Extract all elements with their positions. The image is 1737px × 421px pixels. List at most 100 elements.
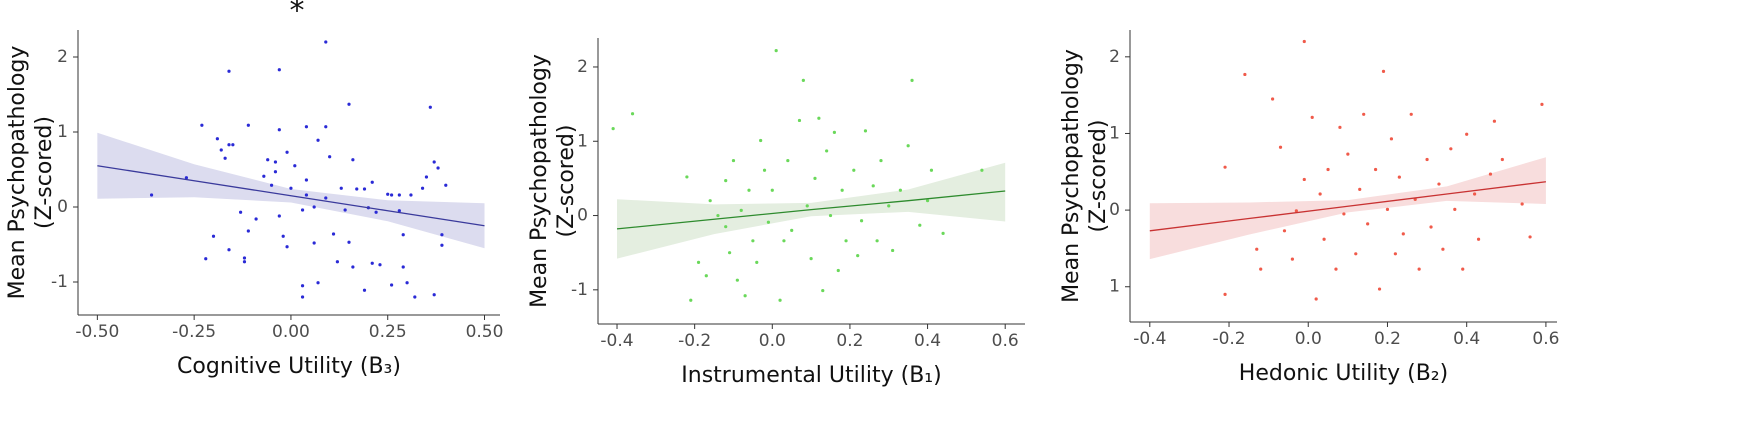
data-point [289, 186, 293, 190]
data-point [918, 223, 922, 227]
panel: -1 0 1 2 -0.4 -0.2 0.0 0.2 0.4 0.6 Instrumental Ut… [527, 38, 1025, 388]
data-point [273, 170, 278, 174]
data-point [809, 257, 813, 261]
data-point [813, 176, 817, 180]
data-point [347, 240, 351, 244]
data-point [1358, 187, 1362, 192]
y-tick-label: 2 [1109, 47, 1120, 67]
data-point [281, 234, 285, 238]
data-point [782, 239, 786, 243]
data-point [219, 148, 223, 152]
data-point [836, 268, 840, 273]
data-point [389, 283, 394, 287]
data-point [1520, 202, 1524, 206]
data-point [1338, 125, 1342, 129]
regression-line [1149, 181, 1546, 232]
data-point [1500, 157, 1504, 162]
data-point [731, 158, 736, 163]
data-point [805, 204, 809, 208]
data-point [231, 143, 235, 147]
data-point [401, 265, 405, 269]
data-point [1270, 97, 1275, 101]
data-point [227, 69, 231, 73]
data-point [324, 40, 328, 44]
data-point [704, 274, 708, 278]
x-axis-label: Cognitive Utility (B₃) [177, 354, 401, 379]
data-point [277, 128, 281, 132]
x-tick-label: 0.0 [759, 331, 786, 351]
data-point [242, 260, 247, 264]
data-point [875, 239, 879, 243]
data-point [312, 205, 316, 209]
data-point [941, 231, 945, 235]
data-point [300, 295, 305, 299]
data-point [825, 149, 829, 153]
data-point [887, 204, 891, 208]
data-point [254, 217, 258, 221]
data-point [821, 288, 825, 293]
data-point [1302, 39, 1306, 44]
data-point [1393, 252, 1397, 256]
data-point [1346, 152, 1350, 156]
data-point [891, 248, 895, 253]
x-tick-label: -0.2 [678, 331, 711, 351]
data-point [790, 228, 794, 232]
data-point [1223, 165, 1227, 169]
y-axis-label: (Z-scored) [554, 125, 579, 238]
data-point [293, 164, 297, 168]
data-point [184, 176, 189, 180]
data-point [739, 208, 743, 212]
data-point [727, 251, 732, 255]
x-tick-label: -0.4 [1133, 329, 1166, 349]
data-point [1354, 252, 1358, 256]
data-point [331, 232, 336, 236]
data-point [339, 186, 343, 190]
x-tick-label: 0.2 [836, 331, 863, 351]
data-point [328, 155, 332, 159]
data-point [355, 187, 359, 191]
x-tick-label: 0.4 [1453, 329, 1480, 349]
data-point [204, 257, 208, 261]
y-tick-label: 0 [577, 206, 588, 226]
data-point [871, 184, 875, 188]
data-point [689, 298, 693, 302]
data-point [817, 116, 821, 120]
data-point [223, 156, 227, 160]
data-point [1437, 182, 1441, 186]
data-point [432, 160, 436, 164]
data-point [778, 298, 782, 302]
data-point [844, 239, 848, 243]
regression-line [97, 165, 485, 227]
data-point [1362, 112, 1366, 116]
panel: 1 0 1 2 -0.4 -0.2 0.0 0.2 0.4 0.6 Hedonic Utility … [1059, 30, 1559, 386]
x-tick-label: 0.4 [914, 331, 941, 351]
data-point [832, 130, 837, 134]
data-point [362, 187, 367, 191]
data-point [724, 225, 728, 229]
data-point [1334, 267, 1338, 271]
data-point [766, 220, 771, 224]
data-point [1397, 175, 1401, 179]
data-point [440, 233, 444, 237]
data-point [1377, 287, 1382, 291]
data-point [370, 180, 374, 184]
confidence-band [1149, 157, 1546, 260]
data-point [774, 49, 778, 53]
data-point [1540, 102, 1544, 106]
chart-title: * [290, 0, 305, 29]
data-point [316, 138, 320, 142]
regression-line [616, 190, 1006, 230]
data-point [1401, 232, 1405, 236]
data-point [304, 178, 309, 182]
x-tick-label: 0.6 [992, 331, 1019, 351]
data-point [685, 175, 689, 179]
data-point [1409, 112, 1413, 116]
data-point [898, 188, 902, 192]
x-tick-label: 0.00 [272, 322, 310, 342]
data-point [852, 168, 856, 172]
data-point [906, 144, 910, 148]
data-point [401, 233, 405, 237]
x-tick-label: 0.2 [1374, 329, 1401, 349]
y-axis-label: Mean Psychopathology [5, 46, 30, 300]
